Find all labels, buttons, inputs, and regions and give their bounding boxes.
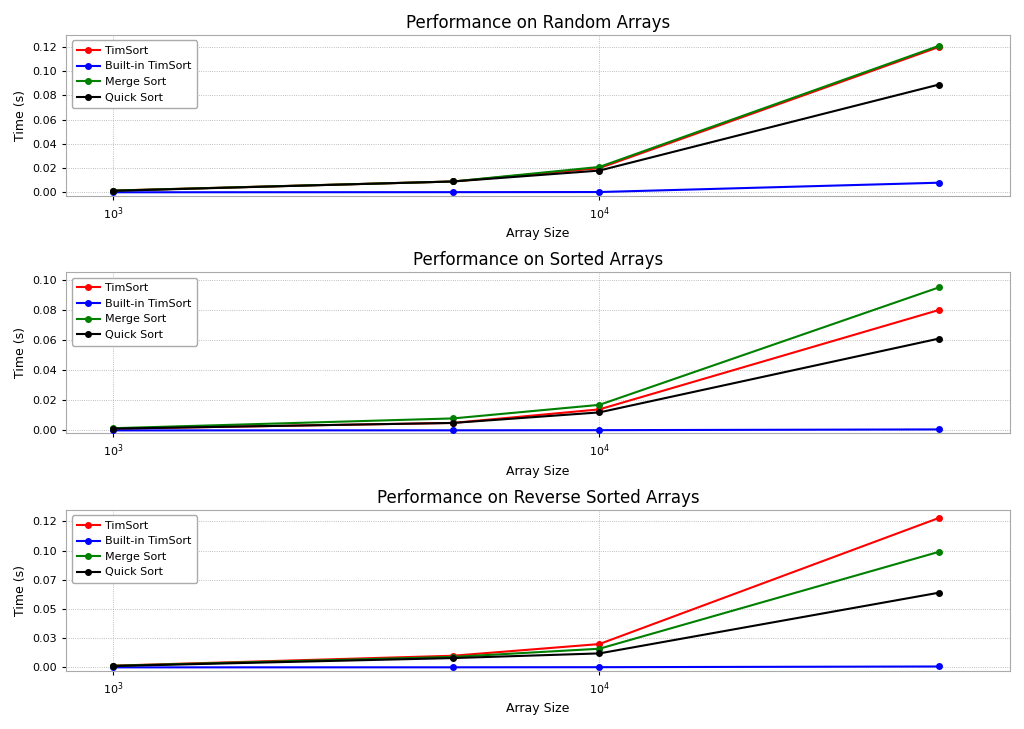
TimSort (446, 418, 459, 427)
Line: Quick Sort: Quick Sort (111, 590, 942, 668)
Merge Sort (593, 644, 605, 653)
Quick Sort (593, 408, 605, 417)
TimSort (108, 661, 120, 670)
Quick Sort (933, 588, 945, 597)
Quick Sort (108, 662, 120, 671)
TimSort (593, 164, 605, 173)
Line: Quick Sort: Quick Sort (111, 82, 942, 194)
Line: TimSort: TimSort (111, 44, 942, 193)
Line: Merge Sort: Merge Sort (111, 43, 942, 193)
TimSort (593, 639, 605, 648)
Quick Sort (933, 80, 945, 89)
Quick Sort (593, 649, 605, 658)
Built-in TimSort (933, 662, 945, 671)
TimSort (593, 405, 605, 414)
Merge Sort (108, 661, 120, 670)
Y-axis label: Time (s): Time (s) (14, 327, 27, 378)
Built-in TimSort (446, 188, 459, 197)
TimSort (108, 424, 120, 433)
Quick Sort (446, 654, 459, 663)
TimSort (108, 186, 120, 195)
Built-in TimSort (593, 663, 605, 671)
Built-in TimSort (933, 425, 945, 434)
Line: Built-in TimSort: Built-in TimSort (111, 426, 942, 433)
Built-in TimSort (108, 663, 120, 671)
Line: Merge Sort: Merge Sort (111, 284, 942, 431)
TimSort (446, 652, 459, 660)
Quick Sort (933, 334, 945, 343)
Title: Performance on Random Arrays: Performance on Random Arrays (407, 14, 671, 32)
Built-in TimSort (108, 188, 120, 197)
Merge Sort (446, 414, 459, 423)
Quick Sort (108, 424, 120, 433)
X-axis label: Array Size: Array Size (507, 227, 569, 241)
Legend: TimSort, Built-in TimSort, Merge Sort, Quick Sort: TimSort, Built-in TimSort, Merge Sort, Q… (72, 40, 197, 108)
Quick Sort (108, 187, 120, 195)
Merge Sort (593, 163, 605, 171)
Line: Quick Sort: Quick Sort (111, 336, 942, 432)
Merge Sort (108, 186, 120, 195)
Merge Sort (933, 283, 945, 292)
Built-in TimSort (446, 426, 459, 434)
TimSort (933, 513, 945, 522)
TimSort (446, 177, 459, 186)
Built-in TimSort (593, 426, 605, 434)
Merge Sort (446, 652, 459, 661)
X-axis label: Array Size: Array Size (507, 702, 569, 715)
Line: TimSort: TimSort (111, 515, 942, 668)
Merge Sort (108, 424, 120, 432)
Line: Built-in TimSort: Built-in TimSort (111, 663, 942, 670)
Legend: TimSort, Built-in TimSort, Merge Sort, Quick Sort: TimSort, Built-in TimSort, Merge Sort, Q… (72, 515, 197, 583)
Y-axis label: Time (s): Time (s) (14, 565, 27, 616)
X-axis label: Array Size: Array Size (507, 464, 569, 477)
Quick Sort (593, 166, 605, 175)
Built-in TimSort (108, 426, 120, 434)
Line: Built-in TimSort: Built-in TimSort (111, 180, 942, 195)
Merge Sort (933, 547, 945, 556)
TimSort (933, 305, 945, 314)
Merge Sort (446, 177, 459, 186)
Merge Sort (593, 400, 605, 409)
Line: Merge Sort: Merge Sort (111, 549, 942, 668)
Built-in TimSort (446, 663, 459, 671)
Built-in TimSort (593, 187, 605, 196)
Built-in TimSort (933, 179, 945, 187)
Legend: TimSort, Built-in TimSort, Merge Sort, Quick Sort: TimSort, Built-in TimSort, Merge Sort, Q… (72, 278, 197, 346)
Title: Performance on Sorted Arrays: Performance on Sorted Arrays (413, 252, 664, 269)
Title: Performance on Reverse Sorted Arrays: Performance on Reverse Sorted Arrays (377, 488, 699, 507)
Quick Sort (446, 418, 459, 427)
Merge Sort (933, 42, 945, 50)
TimSort (933, 42, 945, 51)
Line: TimSort: TimSort (111, 307, 942, 432)
Quick Sort (446, 177, 459, 186)
Y-axis label: Time (s): Time (s) (14, 90, 27, 141)
